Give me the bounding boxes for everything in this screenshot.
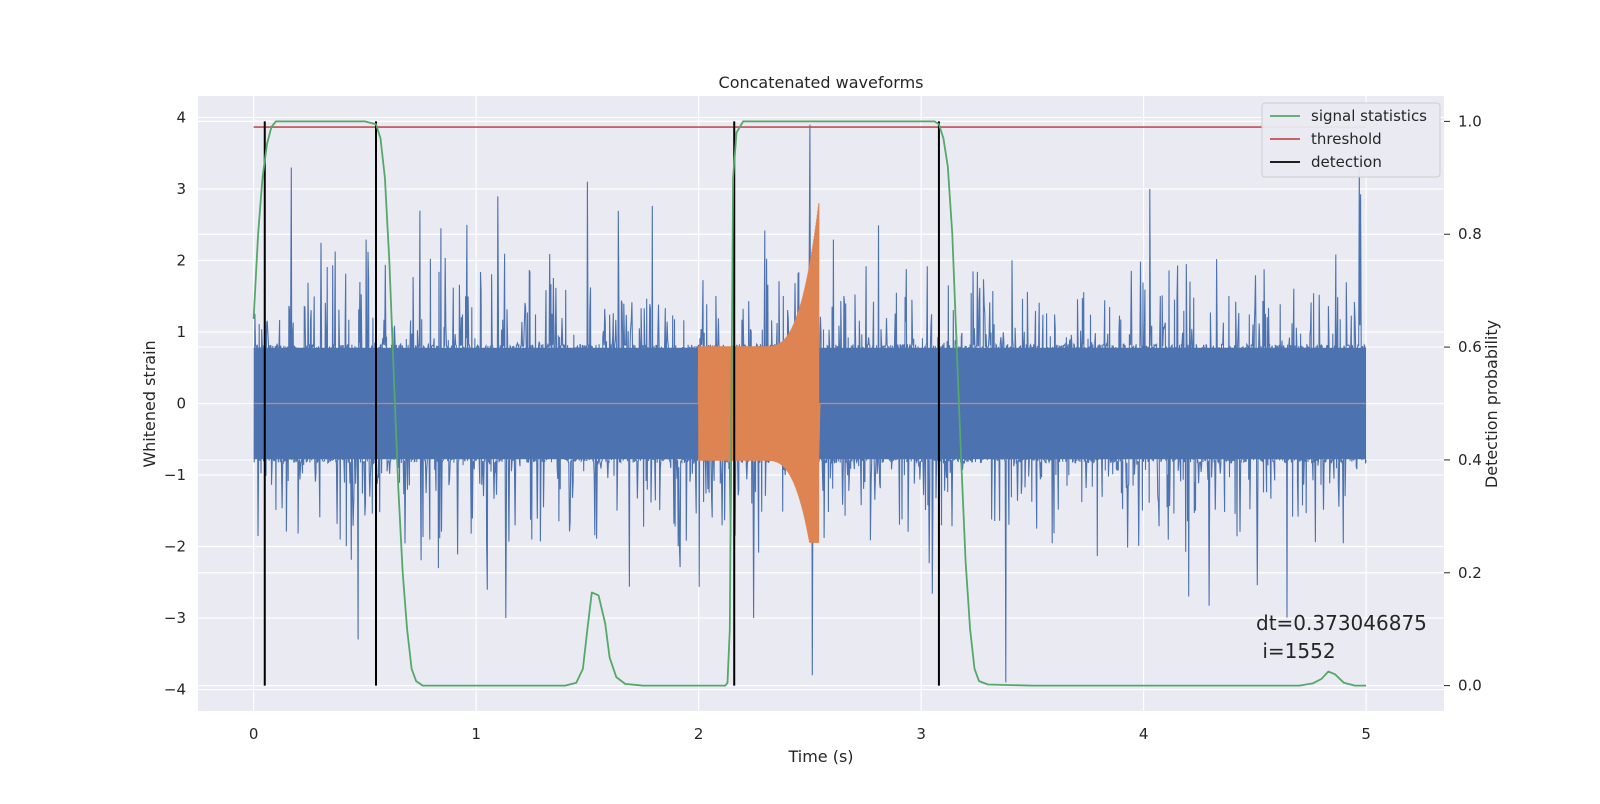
x-tick-label: 2 bbox=[694, 725, 704, 743]
legend-label-detection: detection bbox=[1311, 153, 1382, 171]
y-tick-label: −4 bbox=[164, 681, 186, 699]
strain-line bbox=[253, 124, 1367, 683]
y-right-tick-label: 0.8 bbox=[1458, 225, 1482, 243]
detection-series bbox=[263, 121, 940, 686]
x-axis-label: Time (s) bbox=[787, 747, 853, 766]
chart-title: Concatenated waveforms bbox=[719, 73, 924, 92]
legend-label-signal-statistics: signal statistics bbox=[1311, 107, 1427, 125]
y-axis-label: Whitened strain bbox=[140, 340, 159, 467]
signal-statistics-line bbox=[252, 120, 1367, 687]
annotation-dt: dt=0.373046875 bbox=[1256, 611, 1427, 635]
x-tick-label: 5 bbox=[1361, 725, 1371, 743]
y-right-tick-label: 1.0 bbox=[1458, 112, 1482, 130]
y-right-tick-label: 0.0 bbox=[1458, 677, 1482, 695]
chirp-line bbox=[253, 203, 1367, 543]
chirp-series bbox=[253, 203, 1367, 543]
x-tick-label: 3 bbox=[916, 725, 926, 743]
legend-label-threshold: threshold bbox=[1311, 130, 1382, 148]
legend: signal statistics threshold detection bbox=[1261, 102, 1441, 178]
y-right-tick-label: 0.6 bbox=[1458, 338, 1482, 356]
x-tick-label: 1 bbox=[471, 725, 481, 743]
y-right-tick-label: 0.4 bbox=[1458, 451, 1482, 469]
y-axis-label-right: Detection probability bbox=[1482, 320, 1501, 488]
tick-labels: 0 1 2 3 4 5 −4 −3 −2 −1 0 1 2 3 4 0.0 0.2 0.4 0.6 0.8 1.0 bbox=[164, 108, 1482, 743]
y-tick-label: 4 bbox=[176, 108, 186, 126]
y-tick-label: −3 bbox=[164, 609, 186, 627]
x-tick-label: 0 bbox=[249, 725, 259, 743]
y-tick-label: 1 bbox=[176, 323, 186, 341]
legend-box bbox=[1261, 102, 1441, 178]
y-tick-label: 0 bbox=[176, 395, 186, 413]
y-right-tick-label: 0.2 bbox=[1458, 564, 1482, 582]
annotation-index: i=1552 bbox=[1256, 639, 1336, 663]
signal-statistics-series bbox=[252, 120, 1367, 687]
y-tick-label: 3 bbox=[176, 180, 186, 198]
y-tick-label: −1 bbox=[164, 466, 186, 484]
x-tick-label: 4 bbox=[1139, 725, 1149, 743]
y-tick-label: −2 bbox=[164, 538, 186, 556]
y-tick-label: 2 bbox=[176, 251, 186, 269]
